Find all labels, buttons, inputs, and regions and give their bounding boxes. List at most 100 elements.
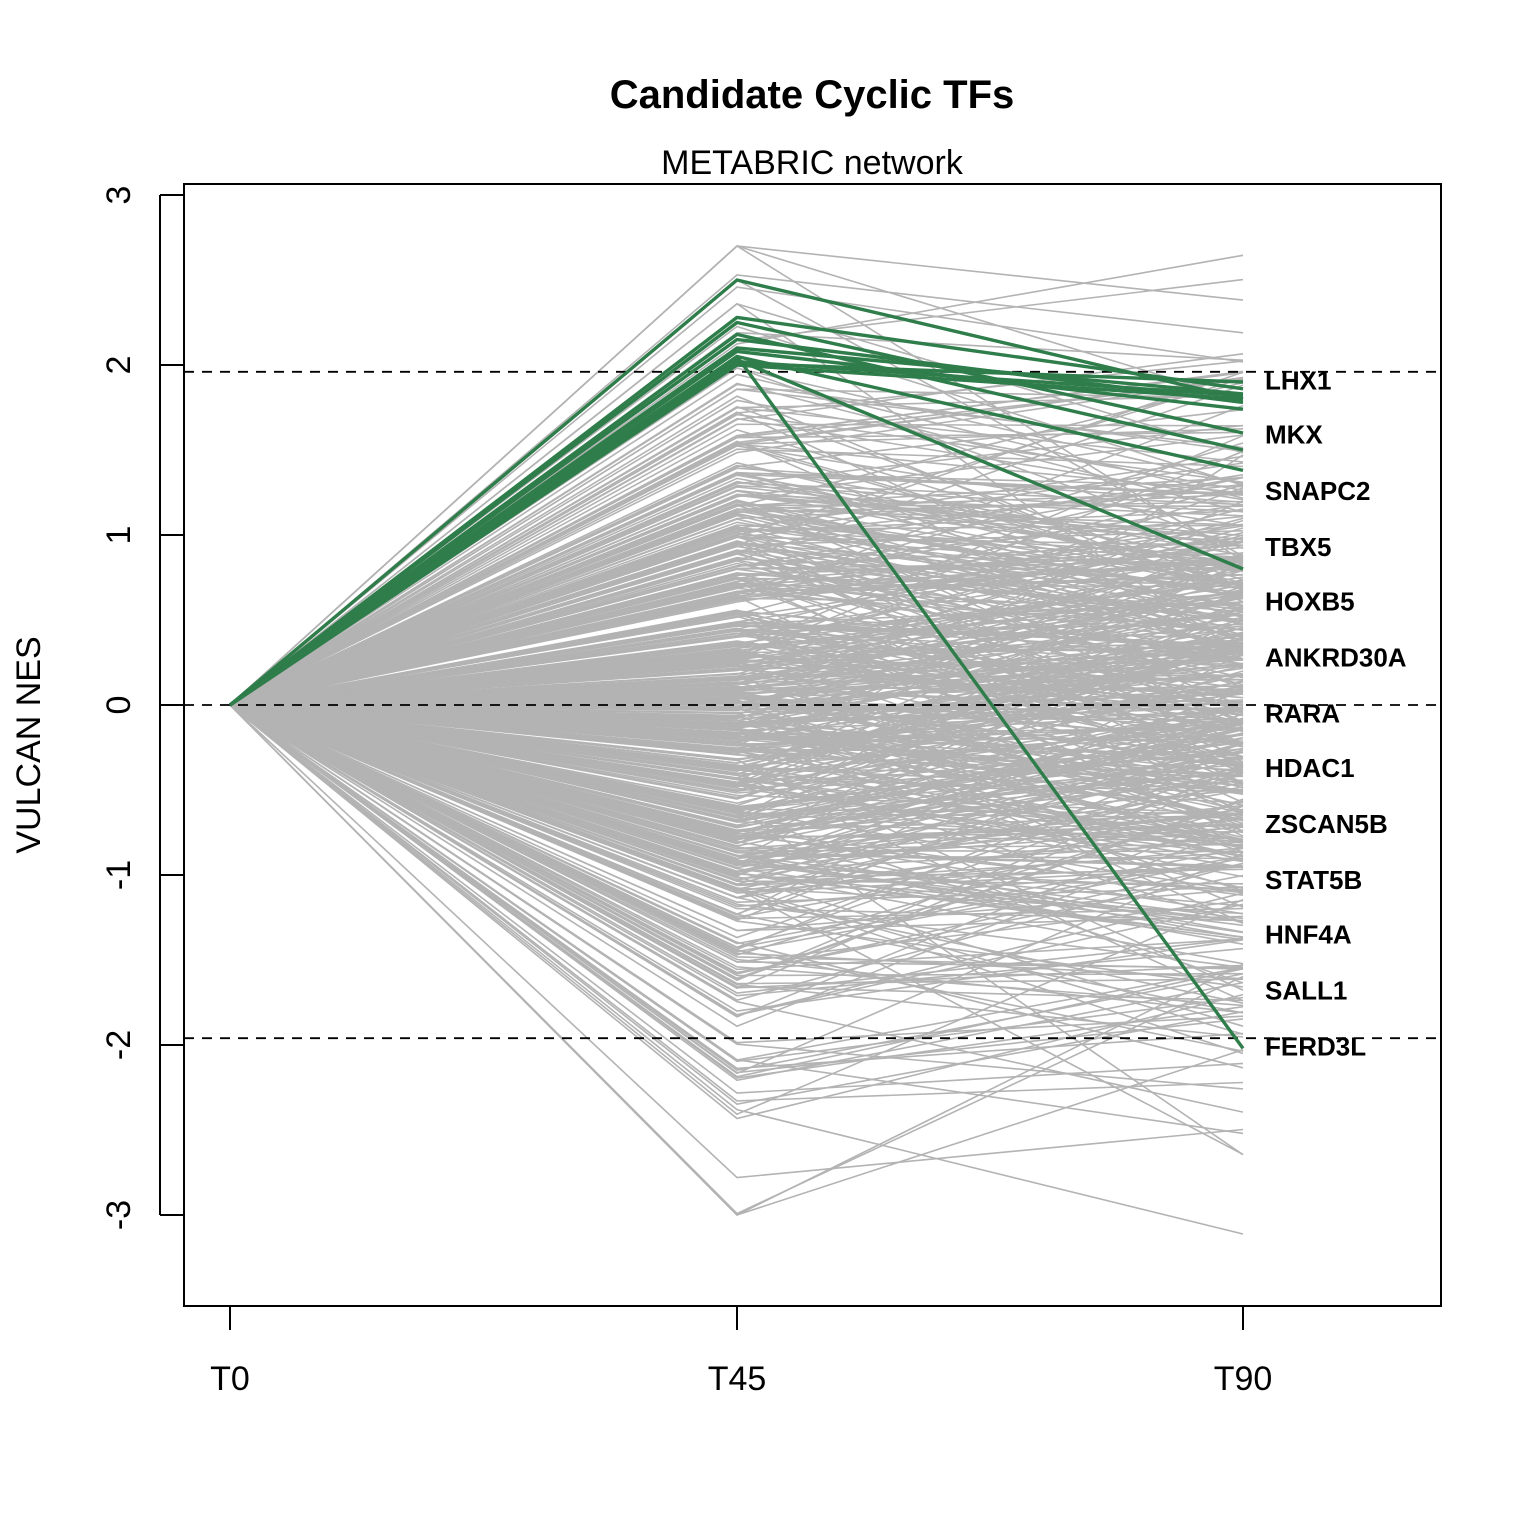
background-series-line (229, 604, 1244, 860)
background-series-line (229, 704, 1244, 920)
background-series-line (229, 499, 1244, 706)
background-series-line (229, 704, 1244, 1014)
background-series-line (229, 405, 1244, 706)
background-series-line (229, 704, 1244, 791)
background-series-line (229, 503, 1244, 707)
highlight-series-line (228, 320, 1244, 707)
background-series-line (229, 493, 1244, 706)
gene-label: SNAPC2 (1265, 476, 1370, 506)
background-series-line (229, 704, 1244, 844)
background-series-line (229, 413, 1244, 706)
background-series-line (229, 704, 1244, 795)
background-series-line (229, 704, 1244, 949)
background-series-line (229, 484, 1244, 706)
y-tick-label: -1 (100, 860, 138, 890)
background-series-line (229, 704, 1244, 882)
background-series-line (229, 704, 1244, 892)
background-series-line (229, 704, 1244, 1044)
background-series-line (229, 632, 1244, 706)
gene-label: RARA (1265, 699, 1340, 729)
background-series-line (229, 531, 1244, 706)
y-axis-label: VULCAN NES (10, 636, 48, 853)
background-series-line (229, 601, 1244, 706)
background-series-line (229, 578, 1244, 710)
y-tick-label: -2 (100, 1030, 138, 1060)
background-series-line (229, 704, 1244, 994)
gene-label: HOXB5 (1265, 586, 1355, 616)
background-series-line (229, 378, 1244, 706)
background-series-line (229, 704, 1244, 818)
background-series-line (229, 704, 1244, 990)
highlight-series-line (228, 278, 1244, 707)
background-series-line (229, 556, 1244, 706)
gene-label: HDAC1 (1265, 753, 1355, 783)
background-series-line (229, 642, 1244, 706)
gene-label: STAT5B (1265, 865, 1362, 895)
background-series-line (229, 493, 1244, 706)
gene-label: LHX1 (1265, 365, 1331, 395)
background-series-line (229, 704, 1244, 1235)
y-tick-label: 0 (100, 696, 138, 715)
background-series-line (229, 286, 1244, 706)
background-series-line (229, 704, 1244, 975)
background-series-line (229, 704, 1244, 1004)
background-series-line (229, 704, 1244, 1072)
chart-title: Candidate Cyclic TFs (610, 73, 1015, 117)
x-tick-label: T0 (210, 1360, 250, 1398)
background-series-line (229, 679, 1244, 805)
background-series-line (229, 704, 1244, 938)
background-series-line (229, 508, 1244, 706)
background-series-line (229, 704, 1244, 892)
background-series-line (229, 536, 1244, 747)
background-series-line (229, 704, 1244, 1012)
background-series-line (229, 542, 1244, 706)
background-series-line (229, 704, 1244, 1116)
highlight-series-line (229, 363, 1244, 707)
x-axis: T0 T45 T90 (210, 1305, 1273, 1398)
background-series-line (229, 704, 1244, 1179)
background-series-line (229, 704, 1244, 778)
background-series-line (229, 395, 1244, 706)
background-series-line (229, 559, 1244, 730)
background-series-line (229, 572, 1244, 706)
gene-label: FERD3L (1265, 1032, 1366, 1062)
background-series-line (229, 704, 1244, 1102)
background-series-line (229, 704, 1244, 1120)
background-series-line (229, 527, 1244, 706)
background-series-line (229, 704, 1244, 1113)
background-series-line (229, 704, 1244, 920)
background-series-line (229, 639, 1244, 706)
gene-label: TBX5 (1265, 532, 1331, 562)
background-series-line (229, 675, 1244, 706)
background-series-line (229, 245, 1244, 706)
gene-labels-group: LHX1 MKX SNAPC2 TBX5 HOXB5 ANKRD30A RARA HDAC1 Z… (1265, 365, 1407, 1061)
background-series-line (229, 704, 1244, 792)
highlight-series-group (228, 278, 1245, 1050)
gene-label: ZSCAN5B (1265, 809, 1388, 839)
background-series-line (229, 703, 1244, 822)
background-series-line (229, 703, 1244, 811)
background-series-line (229, 379, 1244, 706)
background-series-line (229, 474, 1244, 706)
background-series-line (229, 443, 1244, 706)
gene-label: ANKRD30A (1265, 642, 1407, 672)
background-series-line (229, 704, 1244, 927)
background-series-line (229, 704, 1244, 1007)
background-series-line (229, 704, 1244, 904)
x-tick-label: T90 (1214, 1360, 1273, 1398)
background-series-line (229, 700, 1244, 726)
y-tick-label: 3 (100, 186, 138, 205)
background-series-line (229, 373, 1244, 706)
background-series-line (229, 527, 1244, 748)
gene-label: HNF4A (1265, 920, 1352, 950)
background-series-line (229, 704, 1244, 1105)
background-series-line (229, 541, 1244, 706)
background-series-line (229, 642, 1244, 706)
background-series-line (229, 674, 1244, 784)
y-tick-label: 1 (100, 526, 138, 545)
background-series-line (229, 654, 1244, 706)
background-series-line (229, 704, 1244, 1014)
y-tick-label: 2 (100, 356, 138, 375)
background-series-line (229, 482, 1244, 706)
